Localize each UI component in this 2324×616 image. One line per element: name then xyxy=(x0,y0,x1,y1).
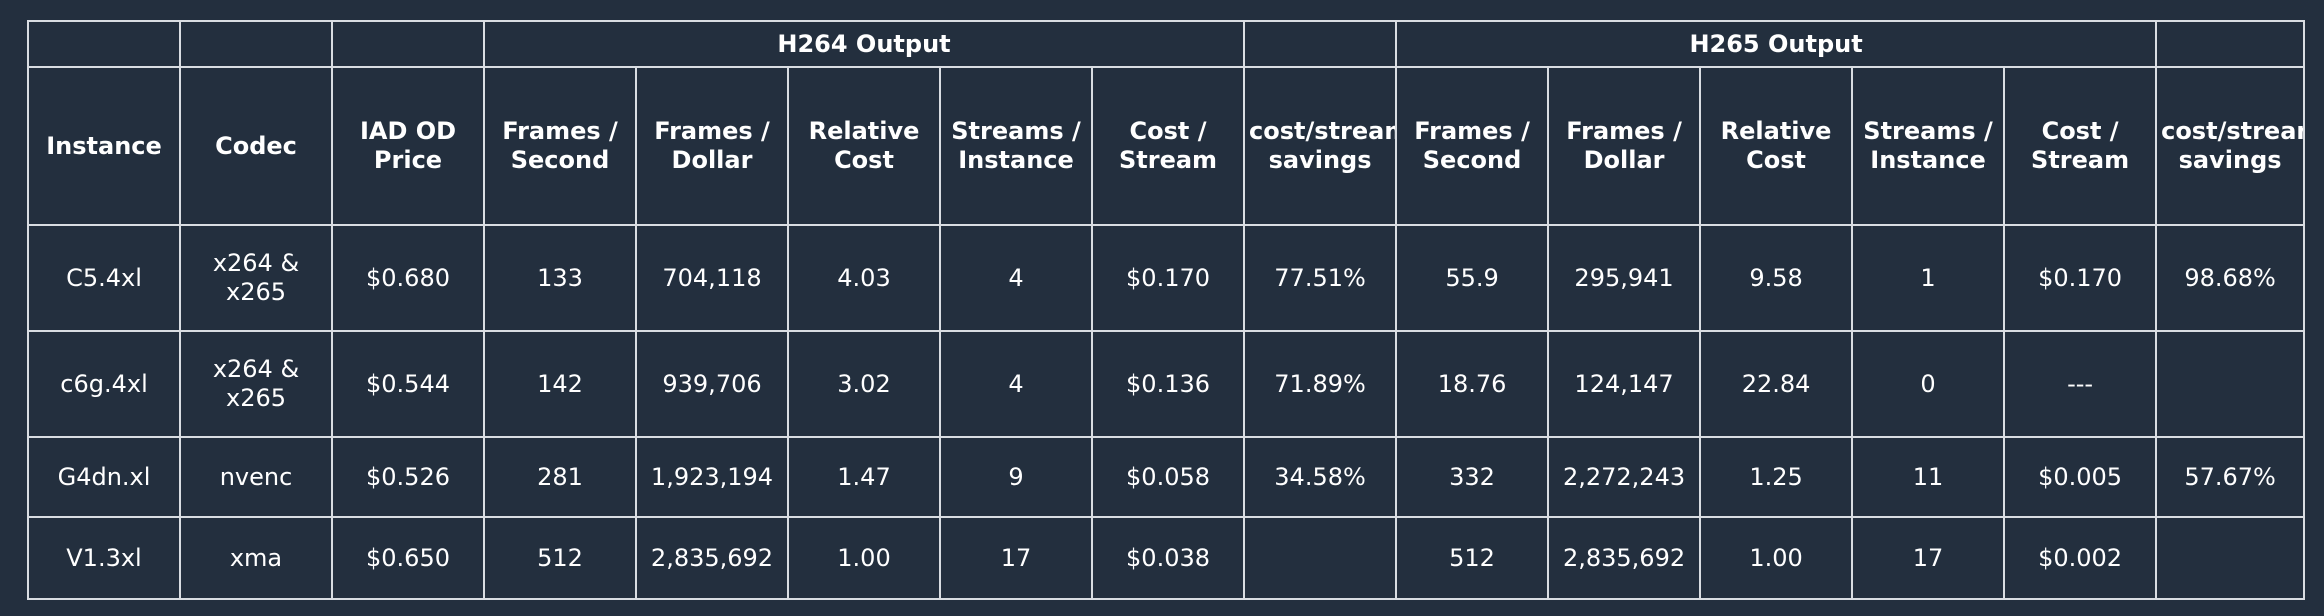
cell-h264-relative-cost: 1.00 xyxy=(787,516,941,600)
cell-h265-cost-stream: $0.170 xyxy=(2003,224,2158,332)
col-header-h265-fps: Frames / Second xyxy=(1395,66,1550,226)
cell-h265-savings xyxy=(2155,330,2306,438)
cell-h264-savings xyxy=(1243,516,1398,600)
table-row: V1.3xl xma $0.650 512 2,835,692 1.00 17 … xyxy=(27,516,2306,600)
col-header-price: IAD OD Price xyxy=(331,66,485,226)
col-header-h264-streams: Streams / Instance xyxy=(939,66,1093,226)
cell-price: $0.680 xyxy=(331,224,485,332)
cell-h265-fpd: 124,147 xyxy=(1547,330,1702,438)
comparison-table-container: H264 Output H265 Output Instance Codec I… xyxy=(27,20,2306,600)
cell-h264-fpd: 704,118 xyxy=(635,224,789,332)
col-header-h264-savings: cost/stream savings xyxy=(1243,66,1398,226)
cell-instance: c6g.4xl xyxy=(27,330,181,438)
cell-h265-relative-cost: 22.84 xyxy=(1699,330,1854,438)
cell-h265-savings: 98.68% xyxy=(2155,224,2306,332)
cell-h264-fpd: 1,923,194 xyxy=(635,436,789,518)
h265-group-header: H265 Output xyxy=(1395,20,2158,68)
h264-group-header: H264 Output xyxy=(482,20,1246,68)
cell-h264-cost-stream: $0.170 xyxy=(1090,224,1246,332)
cell-h264-relative-cost: 4.03 xyxy=(787,224,941,332)
cell-h265-fpd: 2,272,243 xyxy=(1547,436,1702,518)
cell-h264-streams: 17 xyxy=(939,516,1093,600)
cell-h264-fpd: 939,706 xyxy=(635,330,789,438)
cell-price: $0.650 xyxy=(331,516,485,600)
cell-h265-savings xyxy=(2155,516,2306,600)
col-header-h264-cost-stream: Cost / Stream xyxy=(1090,66,1246,226)
cell-h265-streams: 11 xyxy=(1851,436,2006,518)
cell-h265-relative-cost: 9.58 xyxy=(1699,224,1854,332)
table-row: c6g.4xl x264 & x265 $0.544 142 939,706 3… xyxy=(27,330,2306,438)
cell-h265-fps: 18.76 xyxy=(1395,330,1550,438)
cell-instance: V1.3xl xyxy=(27,516,181,600)
column-header-row: Instance Codec IAD OD Price Frames / Sec… xyxy=(27,66,2306,226)
cell-h265-savings: 57.67% xyxy=(2155,436,2306,518)
cell-h264-savings: 34.58% xyxy=(1243,436,1398,518)
cell-h265-relative-cost: 1.25 xyxy=(1699,436,1854,518)
empty-header-cell xyxy=(27,20,181,68)
col-header-codec: Codec xyxy=(179,66,333,226)
cell-price: $0.544 xyxy=(331,330,485,438)
encoding-cost-table: H264 Output H265 Output Instance Codec I… xyxy=(27,20,2306,600)
cell-h265-fpd: 2,835,692 xyxy=(1547,516,1702,600)
cell-h264-fps: 512 xyxy=(483,516,637,600)
col-header-instance: Instance xyxy=(27,66,181,226)
col-header-h265-fpd: Frames / Dollar xyxy=(1547,66,1702,226)
cell-h264-cost-stream: $0.038 xyxy=(1090,516,1246,600)
group-header-row: H264 Output H265 Output xyxy=(27,20,2306,68)
cell-codec: x264 & x265 xyxy=(179,224,333,332)
col-header-h264-fpd: Frames / Dollar xyxy=(635,66,789,226)
cell-h264-fps: 142 xyxy=(483,330,637,438)
cell-h264-relative-cost: 1.47 xyxy=(787,436,941,518)
col-header-h265-streams: Streams / Instance xyxy=(1851,66,2006,226)
col-header-h265-savings: cost/stream savings xyxy=(2155,66,2306,226)
cell-h264-streams: 4 xyxy=(939,224,1093,332)
cell-h265-streams: 0 xyxy=(1851,330,2006,438)
cell-h265-fps: 332 xyxy=(1395,436,1550,518)
empty-header-cell xyxy=(331,20,485,68)
empty-header-cell xyxy=(2155,20,2306,68)
cell-h265-cost-stream: $0.005 xyxy=(2003,436,2158,518)
cell-h264-streams: 4 xyxy=(939,330,1093,438)
cell-price: $0.526 xyxy=(331,436,485,518)
cell-h265-cost-stream: --- xyxy=(2003,330,2158,438)
col-header-h265-cost-stream: Cost / Stream xyxy=(2003,66,2158,226)
cell-h265-fps: 55.9 xyxy=(1395,224,1550,332)
cell-h265-streams: 1 xyxy=(1851,224,2006,332)
cell-h265-fps: 512 xyxy=(1395,516,1550,600)
cell-h264-cost-stream: $0.058 xyxy=(1090,436,1246,518)
empty-header-cell xyxy=(1243,20,1398,68)
col-header-h264-fps: Frames / Second xyxy=(483,66,637,226)
cell-h264-cost-stream: $0.136 xyxy=(1090,330,1246,438)
cell-instance: G4dn.xl xyxy=(27,436,181,518)
col-header-h264-relative-cost: Relative Cost xyxy=(787,66,941,226)
table-row: C5.4xl x264 & x265 $0.680 133 704,118 4.… xyxy=(27,224,2306,332)
cell-codec: xma xyxy=(179,516,333,600)
cell-h264-fps: 133 xyxy=(483,224,637,332)
table-row: G4dn.xl nvenc $0.526 281 1,923,194 1.47 … xyxy=(27,436,2306,518)
cell-h264-relative-cost: 3.02 xyxy=(787,330,941,438)
empty-header-cell xyxy=(179,20,333,68)
cell-h265-relative-cost: 1.00 xyxy=(1699,516,1854,600)
cell-h265-fpd: 295,941 xyxy=(1547,224,1702,332)
cell-h264-fpd: 2,835,692 xyxy=(635,516,789,600)
cell-instance: C5.4xl xyxy=(27,224,181,332)
cell-h264-streams: 9 xyxy=(939,436,1093,518)
cell-h264-savings: 71.89% xyxy=(1243,330,1398,438)
cell-h264-savings: 77.51% xyxy=(1243,224,1398,332)
cell-h264-fps: 281 xyxy=(483,436,637,518)
cell-h265-streams: 17 xyxy=(1851,516,2006,600)
col-header-h265-relative-cost: Relative Cost xyxy=(1699,66,1854,226)
cell-codec: nvenc xyxy=(179,436,333,518)
cell-codec: x264 & x265 xyxy=(179,330,333,438)
cell-h265-cost-stream: $0.002 xyxy=(2003,516,2158,600)
